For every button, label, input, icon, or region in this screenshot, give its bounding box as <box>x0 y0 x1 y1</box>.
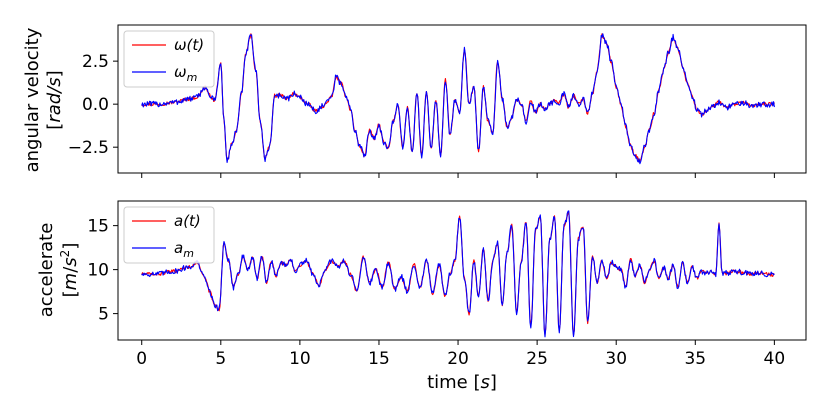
top-series-lines <box>141 33 775 165</box>
top-y-ticks: −2.5 0.0 2.5 <box>68 52 118 158</box>
x-axis-label: time [s] <box>427 372 497 393</box>
bottom-legend-label-truth: a(t) <box>174 212 201 230</box>
bottom-panel: 5 10 15 0 5 10 15 20 25 30 35 40 a(t) am accelerat… <box>36 200 807 393</box>
x-tick-label: 25 <box>526 349 548 369</box>
top-legend-label-truth: ω(t) <box>174 36 204 54</box>
x-tick-label: 20 <box>447 349 469 369</box>
top-legend: ω(t) ωm <box>123 30 215 88</box>
bottom-y-axis-label-line1: accelerate <box>36 223 57 318</box>
bottom-legend: a(t) am <box>123 206 215 264</box>
bottom-plot-frame <box>117 200 807 341</box>
y-tick-label: 15 <box>87 217 109 237</box>
top-x-ticks <box>141 173 775 178</box>
x-tick-label: 40 <box>764 349 786 369</box>
y-tick-label: 10 <box>87 261 109 281</box>
top-plot-frame <box>117 24 807 174</box>
top-y-axis-label-line1: angular velocity <box>22 27 43 172</box>
bottom-y-axis-label-line2: [m/s2] <box>58 243 81 298</box>
bottom-y-ticks: 5 10 15 <box>87 217 118 325</box>
x-tick-label: 5 <box>215 349 226 369</box>
bottom-x-ticks: 0 5 10 15 20 25 30 35 40 <box>136 340 785 369</box>
x-tick-label: 15 <box>368 349 390 369</box>
x-tick-label: 35 <box>684 349 706 369</box>
x-tick-label: 30 <box>605 349 627 369</box>
x-tick-label: 0 <box>136 349 147 369</box>
series-line-measured <box>141 33 775 165</box>
x-tick-label: 10 <box>289 349 311 369</box>
top-y-axis-label-line2: [rad/s] <box>44 70 65 129</box>
y-tick-label: 0.0 <box>82 95 109 115</box>
top-panel: −2.5 0.0 2.5 ω(t) ωm angular velocity [rad… <box>22 24 807 178</box>
bottom-series-lines <box>141 210 775 338</box>
y-tick-label: 5 <box>98 305 109 325</box>
series-line-measured <box>141 210 775 338</box>
y-tick-label: 2.5 <box>82 52 109 72</box>
y-tick-label: −2.5 <box>68 138 109 158</box>
